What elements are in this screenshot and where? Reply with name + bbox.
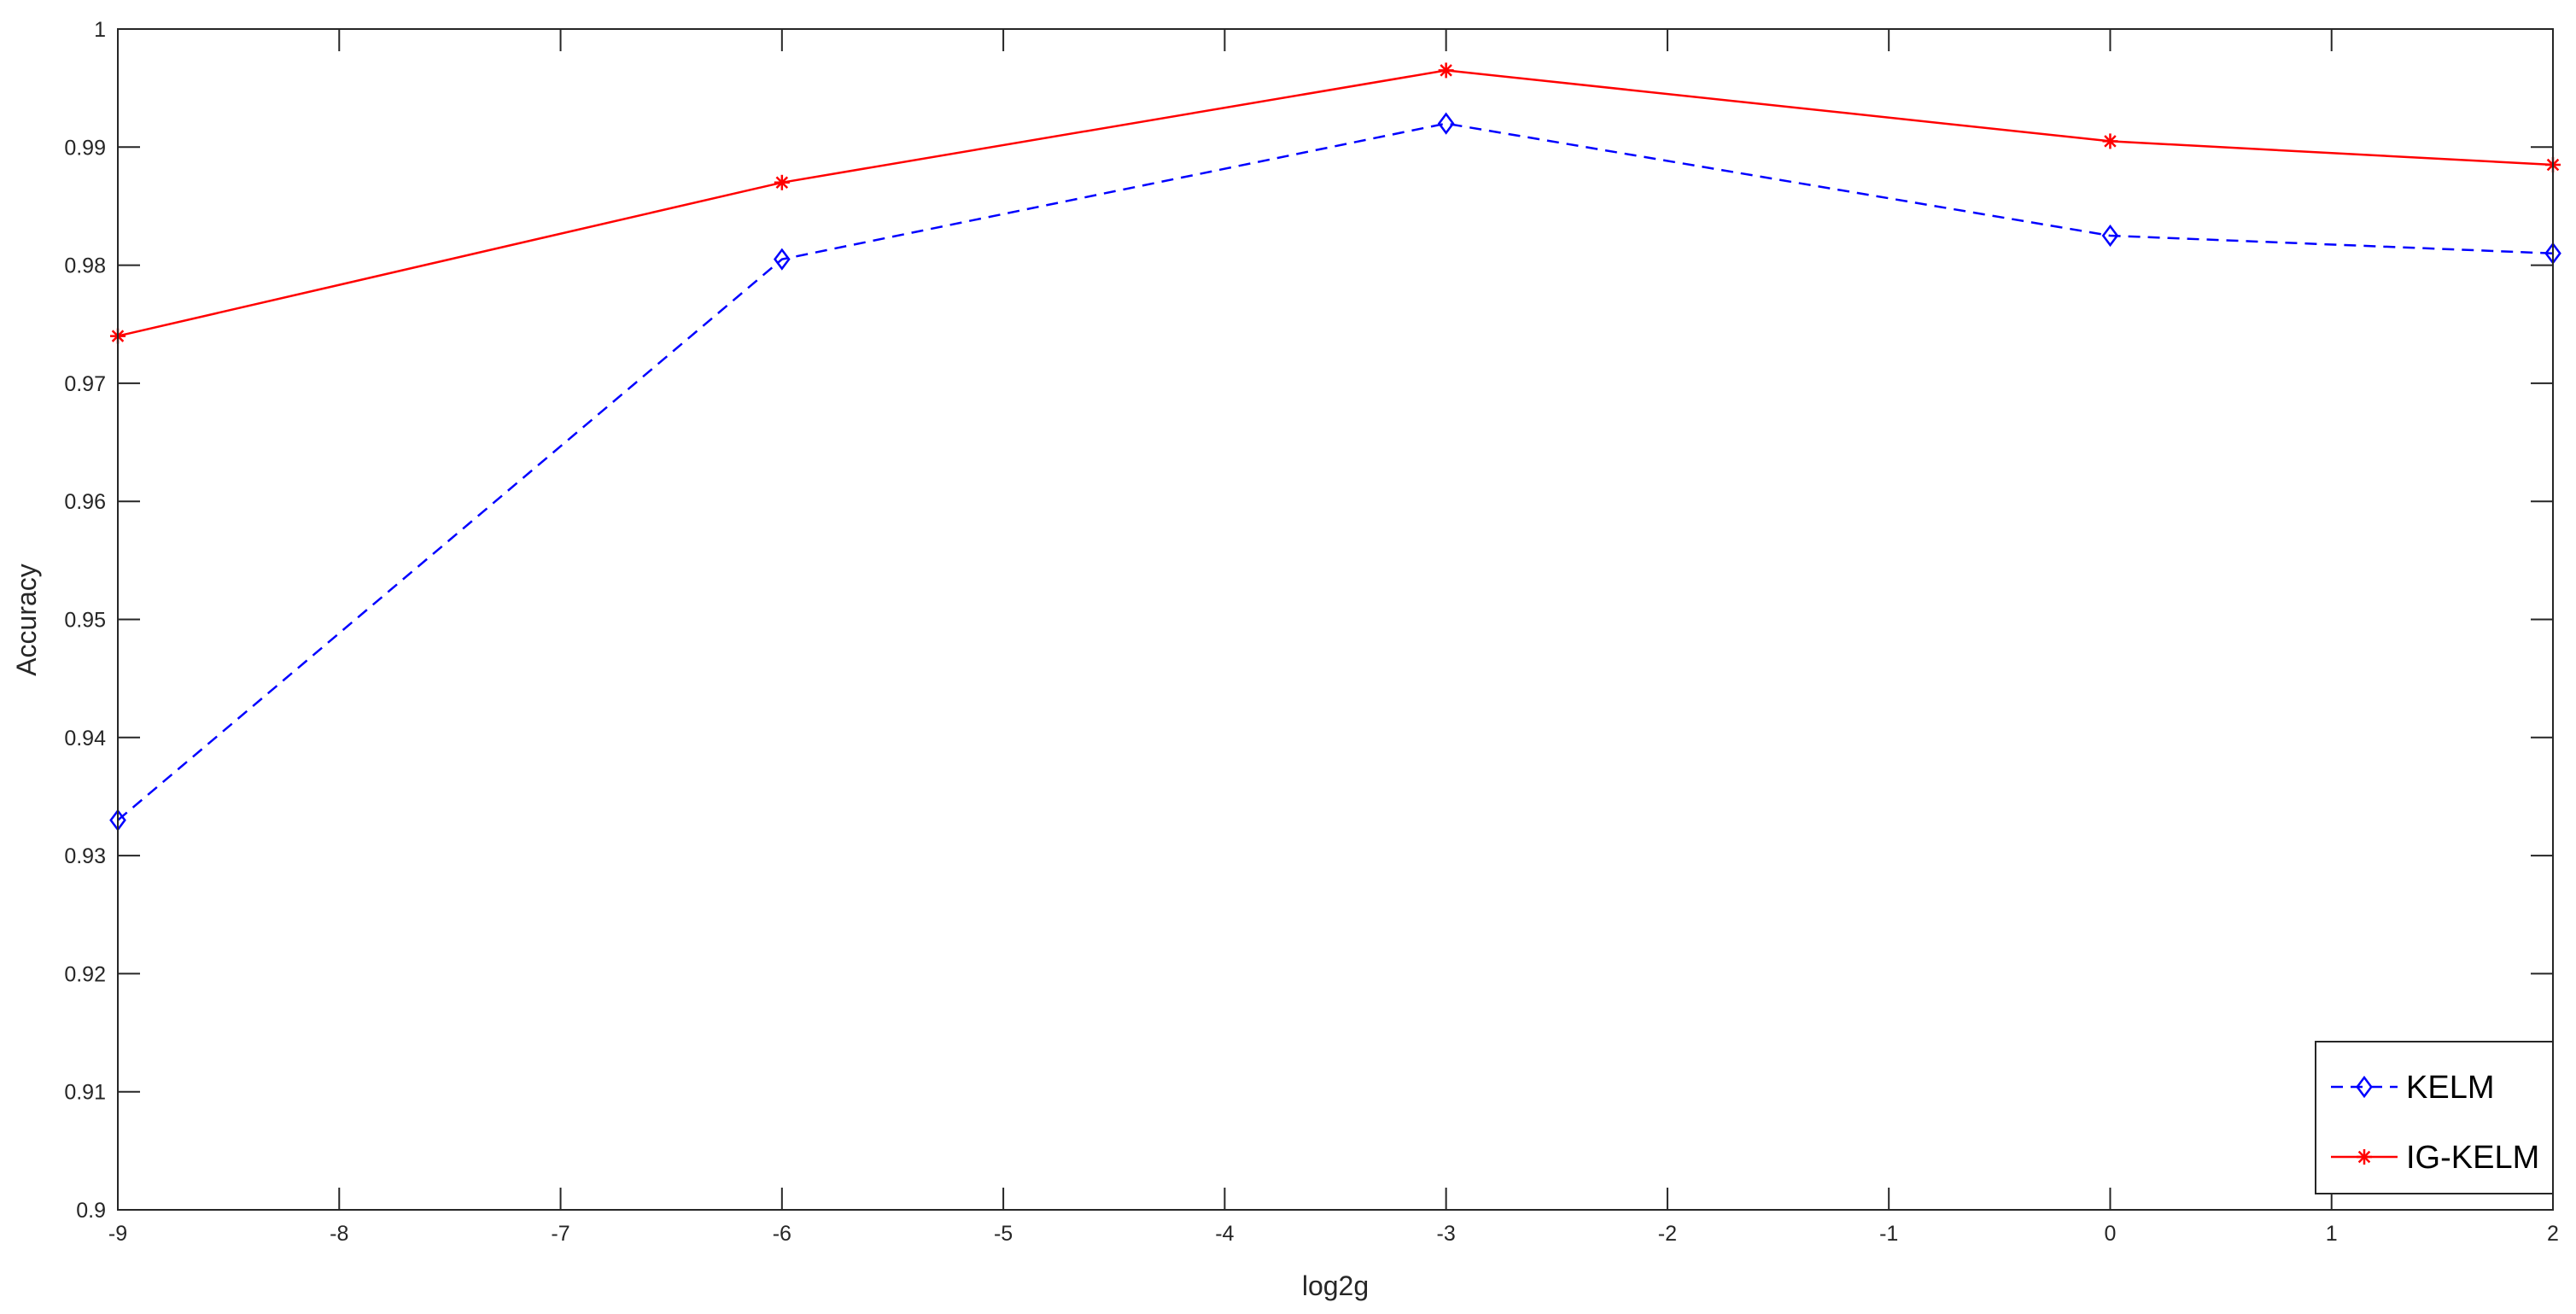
x-tick-label: -4 xyxy=(1215,1222,1234,1246)
y-tick-label: 0.94 xyxy=(64,727,106,750)
asterisk-marker xyxy=(2102,133,2118,149)
x-tick-label: -5 xyxy=(994,1222,1013,1246)
legend: KELM IG-KELM xyxy=(2315,1041,2554,1194)
series-kelm xyxy=(109,112,2561,832)
x-tick-label: 2 xyxy=(2547,1222,2559,1246)
y-axis-title: Accuracy xyxy=(11,564,42,676)
legend-box xyxy=(2315,1041,2554,1194)
asterisk-marker xyxy=(774,174,790,190)
diamond-marker xyxy=(2101,224,2119,248)
asterisk-marker xyxy=(2357,1149,2372,1165)
x-tick-label: -3 xyxy=(1437,1222,1456,1246)
diamond-marker xyxy=(1437,112,1455,135)
legend-entry-ig-kelm: IG-KELM xyxy=(2331,1140,2539,1176)
x-tick-label: -7 xyxy=(551,1222,570,1246)
x-tick-label: 0 xyxy=(2105,1222,2117,1246)
y-tick-label: 0.99 xyxy=(64,136,106,160)
diamond-marker xyxy=(2356,1075,2373,1099)
plot-frame xyxy=(117,28,2554,1211)
y-tick-label: 0.92 xyxy=(64,962,106,986)
y-tick-label: 0.91 xyxy=(64,1081,106,1105)
y-tick-label: 0.96 xyxy=(64,490,106,514)
y-tick-label: 0.93 xyxy=(64,844,106,868)
y-tick-label: 0.9 xyxy=(76,1199,106,1223)
y-tick-label: 0.95 xyxy=(64,609,106,633)
y-tick-label: 1 xyxy=(94,18,106,42)
legend-entry-kelm: KELM xyxy=(2331,1070,2494,1106)
x-tick-label: -1 xyxy=(1879,1222,1898,1246)
x-tick-label: -9 xyxy=(108,1222,127,1246)
legend-label: KELM xyxy=(2406,1070,2494,1106)
diamond-marker xyxy=(774,248,791,271)
y-tick-label: 0.98 xyxy=(64,254,106,278)
x-tick-label: -6 xyxy=(773,1222,791,1246)
legend-label: IG-KELM xyxy=(2406,1140,2539,1176)
x-tick-label: -2 xyxy=(1658,1222,1677,1246)
legend-entries: KELM IG-KELM xyxy=(2331,1070,2539,1176)
x-tick-label: -8 xyxy=(330,1222,348,1246)
asterisk-marker xyxy=(1438,62,1454,79)
x-axis-title: log2g xyxy=(1302,1270,1369,1301)
tick-labels: -9 -8 -7 -6 -5 -4 -3 -2 -1 0 1 2 0.9 0.91 0.92 0.93 0.94… xyxy=(64,18,2559,1246)
x-tick-label: 1 xyxy=(2326,1222,2338,1246)
y-tick-label: 0.97 xyxy=(64,372,106,396)
series-line-kelm xyxy=(117,122,2554,821)
